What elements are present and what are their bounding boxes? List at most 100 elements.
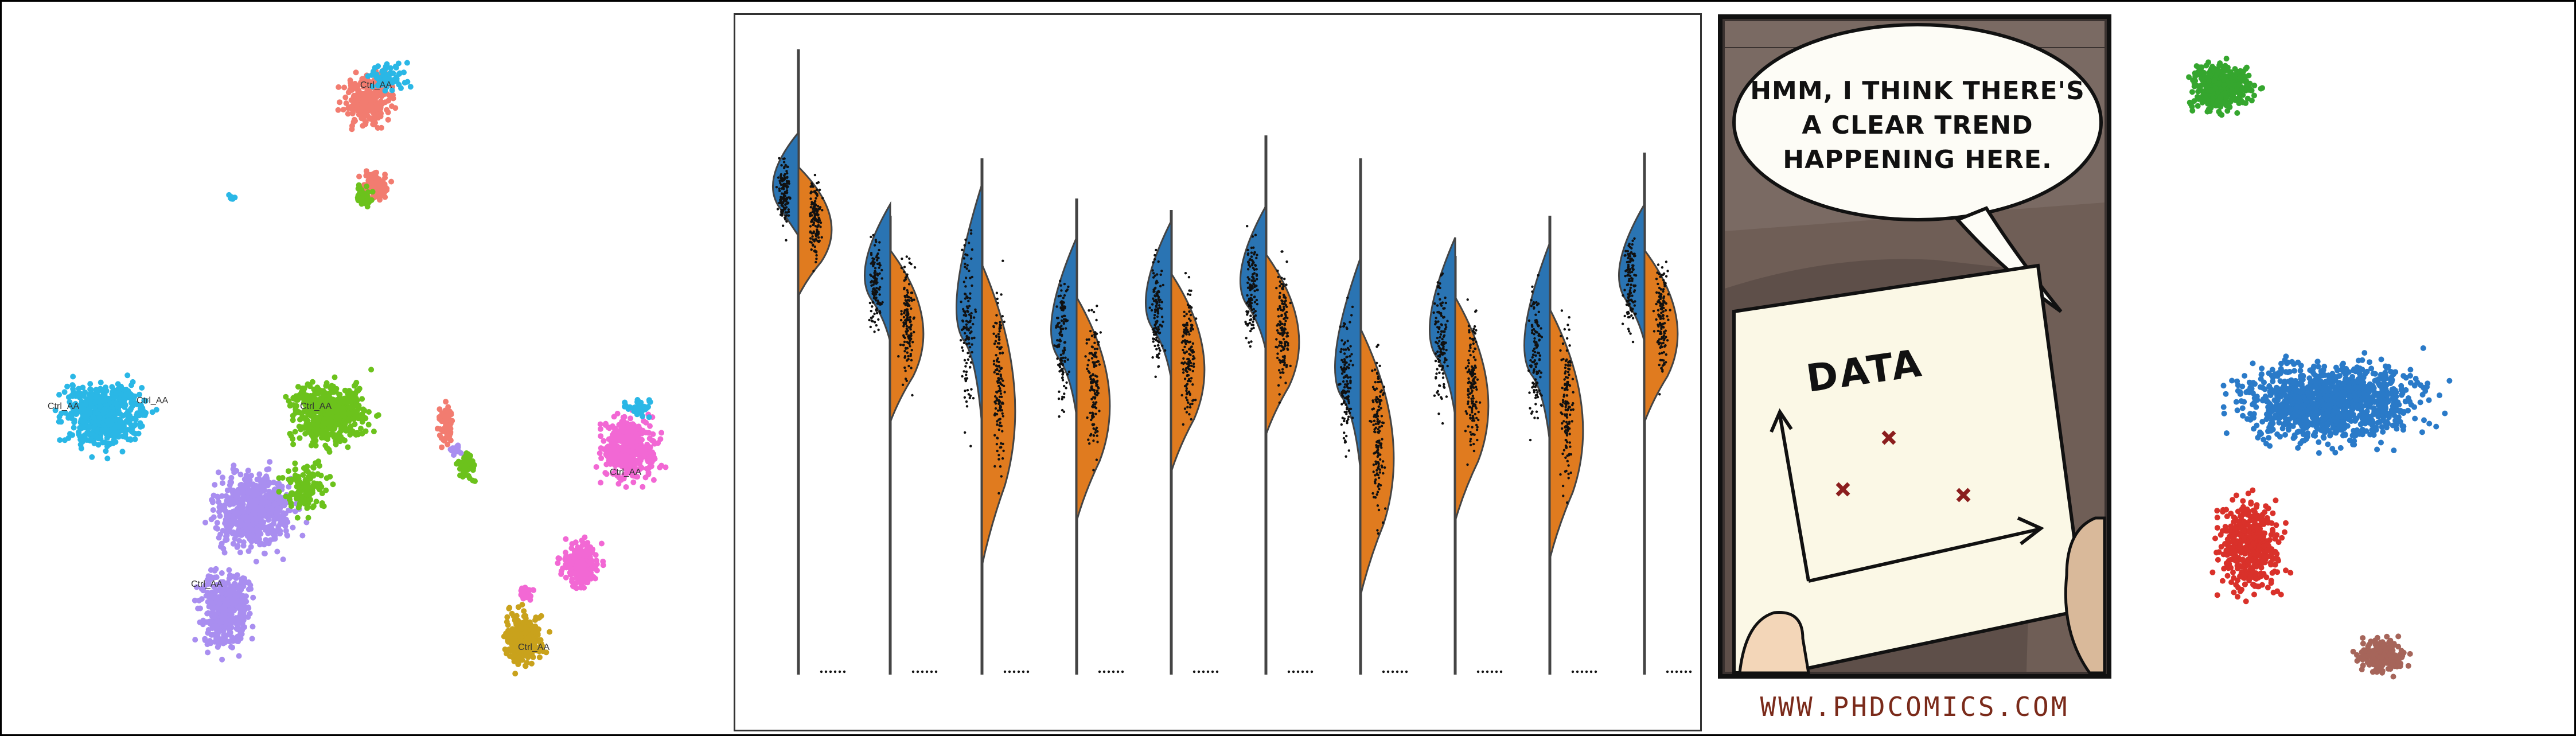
umap-point [92, 410, 99, 416]
violin-jitter-point [1156, 353, 1159, 357]
umap-point [647, 449, 653, 455]
umap-point [226, 626, 232, 632]
umap-point [349, 126, 355, 133]
umap-point [572, 539, 579, 546]
violin-jitter-point [1091, 423, 1094, 426]
umap-point [623, 484, 629, 490]
umap-point [324, 445, 330, 451]
umap-point [236, 603, 243, 609]
violin-jitter-point [970, 257, 973, 260]
umap-point [214, 493, 220, 500]
umap-point [247, 536, 254, 543]
violin-jitter-point [907, 303, 910, 306]
violin-jitter-point [1089, 389, 1092, 392]
violin-jitter-point [1156, 315, 1159, 318]
violin-jitter-point [875, 240, 878, 243]
umap-point [337, 397, 343, 403]
umap-point [285, 532, 290, 539]
umap-point [227, 638, 233, 645]
violin-jitter-point [910, 307, 913, 310]
umap-point [287, 496, 293, 503]
violin-jitter-point [1090, 418, 1093, 422]
violin-jitter-point [870, 284, 873, 287]
violin-jitter-point [992, 332, 995, 335]
umap-point [569, 578, 575, 585]
umap-point [306, 425, 313, 431]
violin-jitter-point [974, 310, 977, 313]
umap-point [296, 423, 302, 430]
umap-point [193, 584, 200, 590]
umap-point [248, 544, 254, 550]
violin-jitter-point [910, 291, 913, 294]
umap-point [69, 403, 75, 410]
violin-jitter-point [996, 302, 999, 305]
violin-jitter-point [811, 238, 815, 241]
violin-jitter-point [964, 262, 967, 266]
umap-point [294, 515, 301, 521]
violin-jitter-point [1001, 442, 1004, 445]
umap-point [325, 391, 332, 398]
umap-point [121, 393, 127, 399]
umap-point [646, 414, 652, 420]
violin-jitter-point [970, 388, 973, 391]
umap-point [307, 430, 314, 436]
violin-jitter-point [1153, 314, 1156, 317]
umap-point [462, 462, 469, 468]
violin-jitter-point [1058, 332, 1061, 335]
umap-point [277, 521, 283, 527]
violin-jitter-point [999, 421, 1001, 425]
violin-jitter-point [902, 325, 905, 328]
violin-jitter-point [1094, 355, 1097, 358]
umap-point [271, 501, 277, 508]
umap-point [407, 84, 414, 90]
violin-jitter-point [1064, 327, 1067, 330]
umap-point [245, 482, 251, 489]
umap-point [461, 472, 467, 478]
violin-jitter-point [877, 328, 880, 332]
violin-jitter-point [1087, 438, 1090, 441]
umap-point [279, 501, 286, 508]
umap-point [275, 483, 282, 489]
umap-point [96, 419, 102, 425]
violin-jitter-point [903, 366, 906, 369]
violin-jitter-point [906, 341, 909, 344]
violin-jitter-point [998, 395, 1001, 398]
umap-point [445, 412, 451, 419]
umap-point [359, 430, 365, 437]
violin-jitter-point [1155, 336, 1158, 339]
umap-point [609, 451, 615, 458]
violin-jitter-point [995, 412, 999, 416]
violin-jitter-point [997, 458, 1000, 461]
violin-jitter-point [906, 329, 909, 332]
umap-point [142, 412, 148, 418]
violin-jitter-point [971, 343, 973, 346]
violin-jitter-point [787, 214, 790, 217]
violin-jitter-point [812, 223, 815, 226]
violin-jitter-point [1090, 398, 1093, 400]
violin-jitter-point [1000, 402, 1003, 405]
violin-jitter-point [1157, 290, 1160, 293]
umap-point [237, 630, 244, 637]
umap-point [522, 630, 528, 636]
violin-jitter-point [968, 305, 971, 307]
violin-jitter-point [968, 342, 971, 345]
umap-point [309, 414, 315, 419]
umap-point [434, 426, 441, 432]
umap-point [384, 107, 390, 113]
umap-point [367, 177, 373, 184]
violin-jitter-point [906, 311, 909, 314]
violin-jitter-point [829, 670, 832, 673]
umap-point [112, 411, 119, 418]
violin-jitter-point [1012, 670, 1016, 673]
violin-jitter-point [1157, 325, 1160, 329]
umap-point [71, 425, 77, 431]
umap-point [453, 447, 459, 453]
violin-jitter-point [1085, 342, 1088, 345]
violin-jitter-point [901, 383, 905, 386]
violin-jitter-point [903, 294, 906, 298]
umap-point [286, 476, 292, 482]
umap-point [358, 115, 365, 122]
violin-jitter-point [966, 264, 969, 267]
violin-jitter-point [999, 321, 1001, 324]
umap-point [208, 640, 214, 647]
